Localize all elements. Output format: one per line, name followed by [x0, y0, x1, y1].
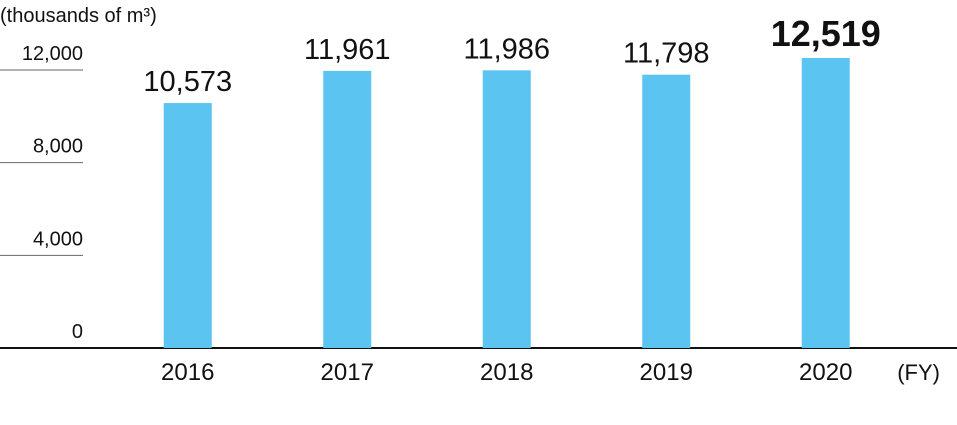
y-axis-label: (thousands of m³) — [0, 5, 157, 27]
value-label: 11,986 — [463, 33, 550, 65]
x-tick-label: 2020 — [799, 359, 852, 386]
value-label: 10,573 — [143, 66, 232, 98]
y-tick-label: 0 — [72, 321, 83, 343]
value-label: 11,798 — [623, 38, 710, 70]
y-tick-label: 8,000 — [33, 136, 83, 158]
bar — [323, 70, 372, 348]
bar — [801, 57, 850, 348]
x-tick-label: 2018 — [480, 359, 533, 386]
x-tick-label: 2019 — [640, 359, 693, 386]
bar — [163, 103, 212, 348]
y-tick-label: 12,000 — [22, 43, 83, 65]
value-label: 12,519 — [771, 13, 881, 54]
bar — [482, 70, 531, 348]
bar — [642, 74, 691, 349]
value-label: 11,961 — [304, 34, 391, 66]
y-tick-label: 4,000 — [33, 228, 83, 250]
x-axis-label: (FY) — [897, 360, 940, 385]
x-tick-label: 2016 — [161, 359, 214, 386]
x-tick-label: 2017 — [321, 359, 374, 386]
